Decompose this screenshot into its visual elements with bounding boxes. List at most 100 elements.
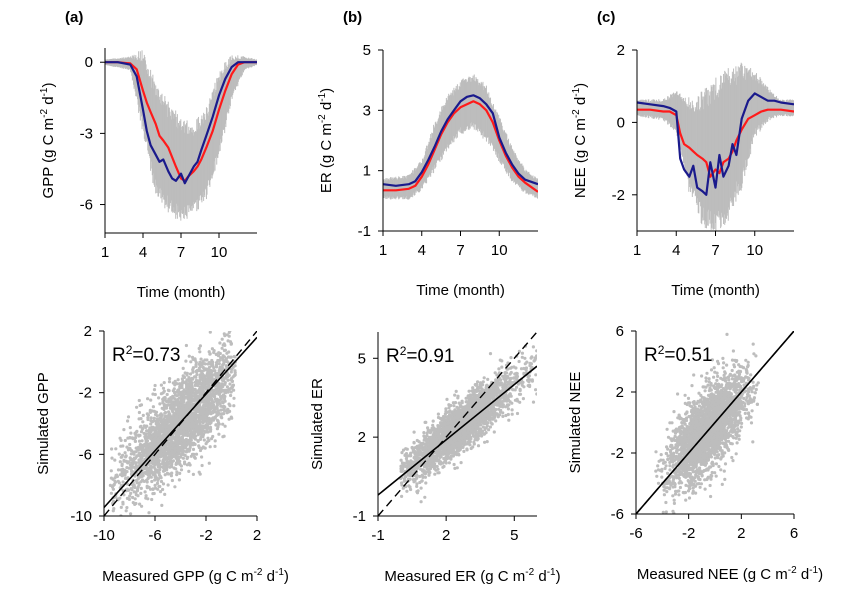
scatter-point (202, 382, 206, 387)
scatter-point (170, 401, 174, 405)
scatter-point (149, 475, 153, 479)
scatter-point (222, 404, 226, 409)
scatter-point (467, 389, 471, 393)
scatter-point (206, 362, 210, 366)
scatter-point (139, 480, 143, 484)
scatter-point (196, 409, 200, 414)
scatter-point (140, 439, 144, 443)
scatter-point (156, 437, 160, 442)
scatter-point (221, 354, 225, 358)
scatter-point (142, 467, 146, 471)
scatter-point (159, 446, 163, 450)
scatter-point (190, 384, 194, 388)
scatter-point (129, 491, 133, 495)
scatter-point (211, 409, 215, 413)
scatter-point (117, 521, 120, 524)
scatter-point (204, 424, 208, 428)
scatter-point (217, 432, 221, 436)
scatter-point (209, 427, 213, 432)
scatter-point (221, 435, 225, 439)
scatter-point (399, 464, 403, 468)
scatter-point (202, 438, 206, 442)
scatter-point (510, 408, 514, 412)
scatter-point (169, 446, 173, 450)
scatter-point (455, 405, 459, 409)
scatter-point (178, 471, 182, 475)
scatter-point (481, 425, 485, 429)
scatter-point (226, 378, 230, 382)
scatter-point (146, 416, 150, 420)
scatter-point (210, 417, 214, 421)
scatter-point (210, 361, 215, 365)
scatter-point (193, 380, 197, 384)
y-axis-label: NEE (g C m-2 d-1) (571, 83, 589, 198)
scatter-point (192, 455, 197, 459)
scatter-point (150, 479, 154, 484)
scatter-point (126, 448, 130, 452)
scatter-point (147, 430, 151, 434)
scatter-point (228, 331, 232, 333)
scatter-point (163, 454, 168, 458)
scatter-point (170, 416, 174, 420)
scatter-point (212, 406, 216, 410)
scatter-point (176, 378, 180, 382)
scatter-point (179, 427, 183, 432)
scatter-point (158, 402, 162, 406)
scatter-point (165, 392, 169, 397)
scatter-point (217, 362, 221, 366)
scatter-point (110, 447, 114, 451)
scatter-point (135, 446, 140, 450)
scatter-point (232, 396, 236, 400)
scatter-point (231, 375, 235, 379)
scatter-point (228, 382, 232, 386)
scatter-point (196, 394, 200, 398)
scatter-point (141, 420, 145, 424)
scatter-point (220, 346, 224, 350)
panel-3: 1 4 7 10 2 0 -2 (c) Time (month) NEE (g C m-2 d-1… (571, 9, 794, 299)
scatter-point (189, 360, 193, 364)
scatter-point (165, 465, 169, 470)
x-tick-label: 7 (177, 244, 185, 261)
y-tick-label: 1 (363, 163, 371, 180)
scatter-point (456, 452, 460, 456)
scatter-point (186, 455, 190, 459)
y-tick-label: -3 (80, 125, 93, 142)
y-tick-label: 2 (617, 42, 625, 59)
scatter-point (150, 497, 154, 502)
scatter-point (201, 427, 205, 431)
scatter-point (169, 474, 173, 478)
scatter-point (140, 504, 144, 508)
scatter-point (515, 385, 519, 389)
scatter-point (232, 388, 236, 392)
scatter-point (166, 483, 170, 487)
scatter-point (168, 406, 172, 410)
scatter-point (188, 433, 193, 437)
scatter-point (126, 519, 129, 522)
scatter-point (163, 431, 167, 435)
scatter-point (181, 374, 185, 378)
scatter-point (477, 386, 481, 390)
scatter-point (119, 505, 123, 509)
scatter-point (531, 400, 536, 404)
scatter-point (112, 483, 116, 487)
scatter-point (201, 406, 205, 410)
scatter-point (150, 442, 154, 446)
scatter-point (159, 479, 164, 484)
scatter-point (425, 434, 429, 438)
scatter-point (203, 415, 207, 419)
scatter-point (134, 464, 138, 468)
scatter-point (131, 470, 135, 474)
scatter-point (213, 369, 217, 373)
scatter-point (217, 384, 221, 388)
scatter-point (228, 340, 233, 344)
scatter-point (159, 476, 163, 480)
scatter-point (209, 420, 213, 424)
scatter-point (157, 425, 161, 429)
scatter-point (163, 445, 167, 449)
scatter-point (111, 499, 116, 504)
scatter-point (128, 494, 132, 498)
scatter-point (231, 383, 235, 387)
scatter-point (178, 414, 182, 419)
scatter-point (158, 484, 162, 489)
scatter-point (465, 447, 469, 451)
